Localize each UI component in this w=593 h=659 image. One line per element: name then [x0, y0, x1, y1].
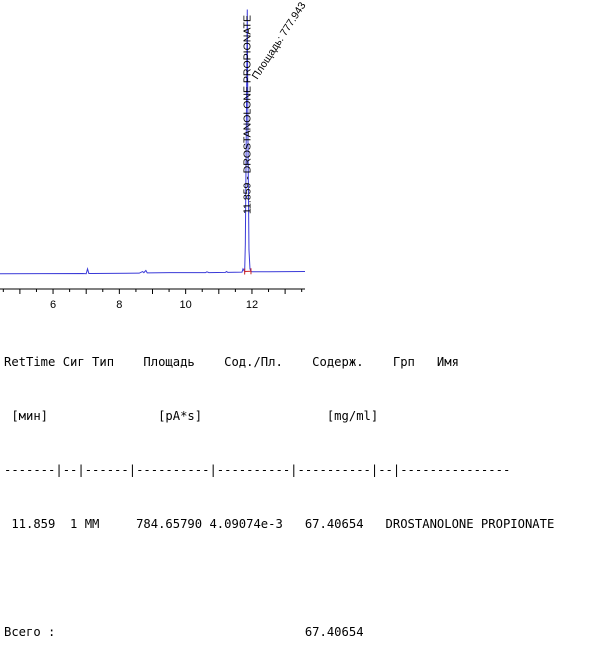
peak-retention-label: 11.859 - DROSTANOLONE PROPIONATE — [241, 15, 253, 214]
report-total-row: Всего : 67.40654 — [4, 623, 554, 641]
peak-annotations: 11.859 - DROSTANOLONE PROPIONATE Площадь… — [241, 0, 308, 214]
x-tick-label: 10 — [180, 299, 192, 311]
peak-area-label: Площадь: 777.943 — [250, 0, 309, 82]
x-tick-label: 6 — [50, 299, 56, 311]
series-group — [0, 9, 305, 274]
report-spacer — [4, 569, 554, 587]
x-axis — [0, 289, 305, 294]
chromatogram: 6 8 10 12 11.859 - DROSTANOLONE PROPIONATE … — [0, 0, 593, 315]
report-header-row: RetTime Сиг Тип Площадь Сод./Пл. Содерж.… — [4, 353, 554, 371]
series-line — [0, 9, 305, 273]
report-units-row: [мин] [pA*s] [mg/ml] — [4, 407, 554, 425]
x-tick-label: 8 — [116, 299, 122, 311]
x-tick-label: 12 — [246, 299, 258, 311]
report-peak-row: 11.859 1 MM 784.65790 4.09074e-3 67.4065… — [4, 515, 554, 533]
integration-report: RetTime Сиг Тип Площадь Сод./Пл. Содерж.… — [4, 317, 554, 659]
report-separator: -------|--|------|----------|----------|… — [4, 461, 554, 479]
x-tick-labels: 6 8 10 12 — [50, 299, 258, 311]
